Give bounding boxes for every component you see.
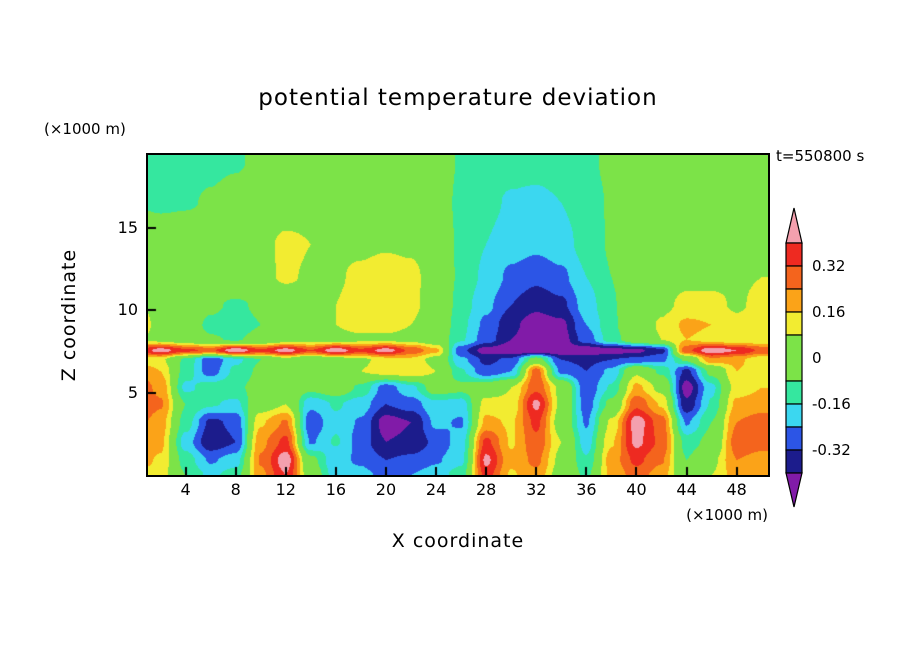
x-tick-label: 24 bbox=[425, 480, 447, 499]
x-tick-label: 48 bbox=[726, 480, 747, 499]
z-axis-label-wrap: Z coordinate bbox=[52, 155, 86, 475]
x-tick-label: 12 bbox=[275, 480, 296, 499]
plot-area bbox=[146, 153, 770, 477]
colorbar-arrow-up-icon bbox=[785, 207, 803, 244]
z-axis-label: Z coordinate bbox=[58, 248, 80, 382]
colorbar-label: 0.16 bbox=[812, 303, 846, 321]
x-tick-label: 20 bbox=[375, 480, 397, 499]
colorbar-label: 0 bbox=[812, 349, 822, 367]
colorbar-label: -0.32 bbox=[812, 441, 851, 459]
z-tick-label: 15 bbox=[117, 217, 138, 237]
z-tick-label: 10 bbox=[117, 300, 138, 320]
colorbar-arrow-down-icon bbox=[785, 472, 803, 508]
x-axis-label: X coordinate bbox=[391, 530, 525, 552]
x-tick-label: 32 bbox=[526, 480, 547, 499]
z-axis-unit-label: (×1000 m) bbox=[44, 120, 126, 138]
x-tick-label: 16 bbox=[325, 480, 347, 499]
x-tick-label: 8 bbox=[230, 480, 241, 499]
colorbar: 0.32 0.16 0 -0.16 -0.32 bbox=[785, 207, 900, 519]
x-tick-label: 4 bbox=[180, 480, 191, 499]
colorbar-label: -0.16 bbox=[812, 395, 851, 413]
colorbar-label: 0.32 bbox=[812, 257, 846, 275]
x-tick-label: 28 bbox=[475, 480, 497, 499]
x-tick-label: 40 bbox=[626, 480, 647, 499]
x-tick-label: 44 bbox=[676, 480, 697, 499]
chart-title: potential temperature deviation bbox=[258, 85, 658, 111]
timestamp-label: t=550800 s bbox=[776, 147, 865, 165]
colorbar-scale bbox=[785, 207, 803, 508]
z-tick-label: 5 bbox=[127, 382, 138, 402]
contour-field-canvas bbox=[148, 155, 768, 475]
x-axis-unit-label: (×1000 m) bbox=[686, 506, 768, 524]
x-tick-label: 36 bbox=[576, 480, 597, 499]
